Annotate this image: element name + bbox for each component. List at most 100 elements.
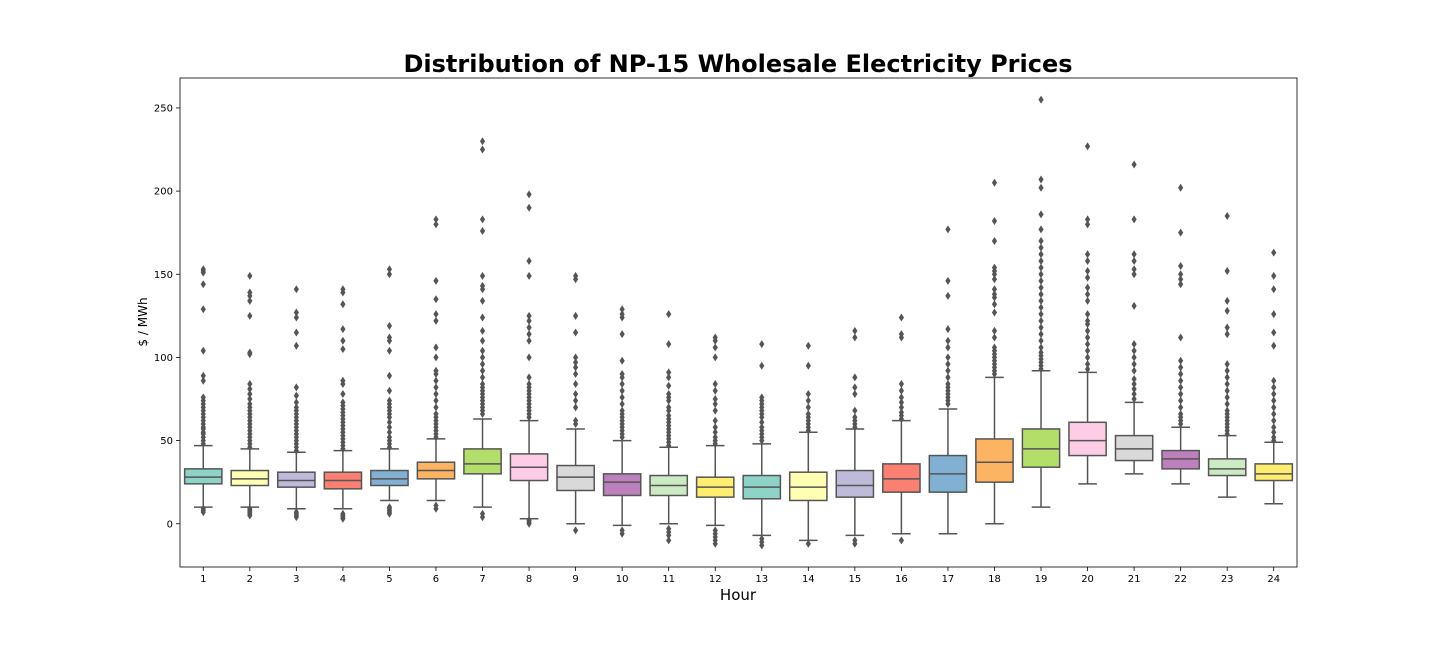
outlier-point	[619, 310, 625, 319]
x-tick-label: 7	[479, 574, 485, 585]
outlier-point	[898, 330, 904, 339]
outlier-point	[1271, 285, 1277, 294]
box-group-hour-10	[602, 305, 642, 538]
outlier-point	[1178, 280, 1184, 289]
outlier-point	[247, 380, 253, 389]
box-group-hour-16	[882, 313, 921, 545]
outlier-point	[1271, 390, 1277, 399]
iqr-box	[1068, 421, 1107, 457]
outlier-point	[293, 308, 299, 317]
x-tick-label: 22	[1174, 574, 1187, 585]
outlier-point	[526, 316, 532, 325]
outlier-point	[479, 281, 486, 290]
outlier-point	[433, 396, 439, 405]
outlier-point	[805, 361, 811, 370]
outlier-point	[573, 370, 579, 379]
outlier-point	[573, 311, 579, 320]
outlier-point	[805, 403, 811, 412]
outlier-point	[479, 227, 486, 236]
outlier-point	[479, 271, 486, 280]
outlier-point	[293, 328, 299, 337]
outlier-point	[619, 380, 625, 389]
outlier-point	[1224, 380, 1230, 389]
outlier-point	[293, 313, 299, 322]
outlier-point	[991, 308, 998, 317]
outlier-point	[526, 271, 532, 280]
outlier-point	[1178, 409, 1184, 418]
outlier-point	[619, 393, 625, 402]
outlier-point	[898, 393, 904, 402]
outlier-point	[1038, 225, 1044, 234]
outlier-point	[991, 217, 998, 226]
outlier-point	[433, 343, 439, 352]
outlier-point	[340, 509, 346, 518]
outlier-point	[1084, 353, 1091, 362]
outlier-point	[1084, 256, 1091, 265]
outlier-point	[1178, 333, 1184, 342]
x-tick-label: 17	[942, 574, 955, 585]
outlier-point	[433, 310, 439, 319]
outlier-point	[200, 265, 206, 274]
outlier-point	[852, 373, 858, 382]
outlier-point	[619, 406, 625, 415]
outlier-point	[526, 203, 532, 212]
outlier-point	[712, 406, 718, 415]
x-tick-label: 16	[895, 574, 908, 585]
outlier-point	[433, 376, 439, 385]
outlier-point	[1131, 265, 1137, 274]
outlier-point	[1131, 160, 1137, 169]
box-group-hour-13	[742, 340, 782, 550]
outlier-point	[573, 358, 579, 367]
outlier-point	[573, 390, 579, 399]
outlier-point	[293, 403, 299, 412]
outlier-point	[386, 270, 393, 279]
outlier-point	[1131, 353, 1137, 362]
outlier-point	[1084, 333, 1091, 342]
outlier-point	[759, 340, 765, 349]
iqr-box	[1114, 434, 1154, 462]
outlier-point	[1131, 340, 1137, 349]
outlier-point	[1038, 330, 1044, 339]
x-tick-label: 6	[433, 574, 439, 585]
outlier-point	[805, 341, 811, 350]
outlier-point	[1178, 363, 1184, 372]
outlier-point	[479, 346, 486, 355]
outlier-point	[1271, 248, 1277, 257]
outlier-point	[1038, 183, 1044, 192]
outlier-point	[1084, 310, 1091, 319]
outlier-point	[1038, 210, 1044, 219]
x-tick-label: 10	[616, 574, 629, 585]
outlier-point	[293, 341, 299, 350]
box-group-hour-4	[323, 285, 363, 523]
outlier-point	[991, 343, 998, 352]
outlier-point	[712, 386, 718, 395]
iqr-box	[975, 438, 1014, 483]
outlier-point	[573, 526, 579, 535]
outlier-point	[1038, 303, 1044, 312]
outlier-point	[1178, 261, 1184, 270]
outlier-point	[1038, 237, 1044, 245]
outlier-point	[1131, 270, 1137, 279]
y-tick-label: 250	[154, 103, 173, 114]
outlier-point	[1178, 390, 1184, 399]
outlier-point	[293, 398, 299, 407]
iqr-box	[556, 464, 595, 492]
outlier-point	[991, 326, 998, 335]
outlier-point	[1038, 323, 1044, 332]
outlier-point	[619, 400, 625, 408]
outlier-point	[1178, 383, 1184, 392]
outlier-point	[386, 333, 393, 342]
outlier-point	[991, 237, 998, 245]
outlier-point	[1224, 296, 1230, 305]
outlier-point	[247, 348, 253, 357]
outlier-point	[898, 403, 904, 412]
outlier-point	[247, 311, 253, 320]
outlier-point	[1271, 396, 1277, 405]
outlier-point	[991, 178, 998, 187]
outlier-point	[1224, 406, 1230, 415]
iqr-box	[1254, 463, 1294, 482]
outlier-point	[712, 416, 718, 425]
outlier-point	[293, 508, 299, 517]
outlier-point	[247, 395, 253, 404]
outlier-point	[479, 336, 486, 345]
